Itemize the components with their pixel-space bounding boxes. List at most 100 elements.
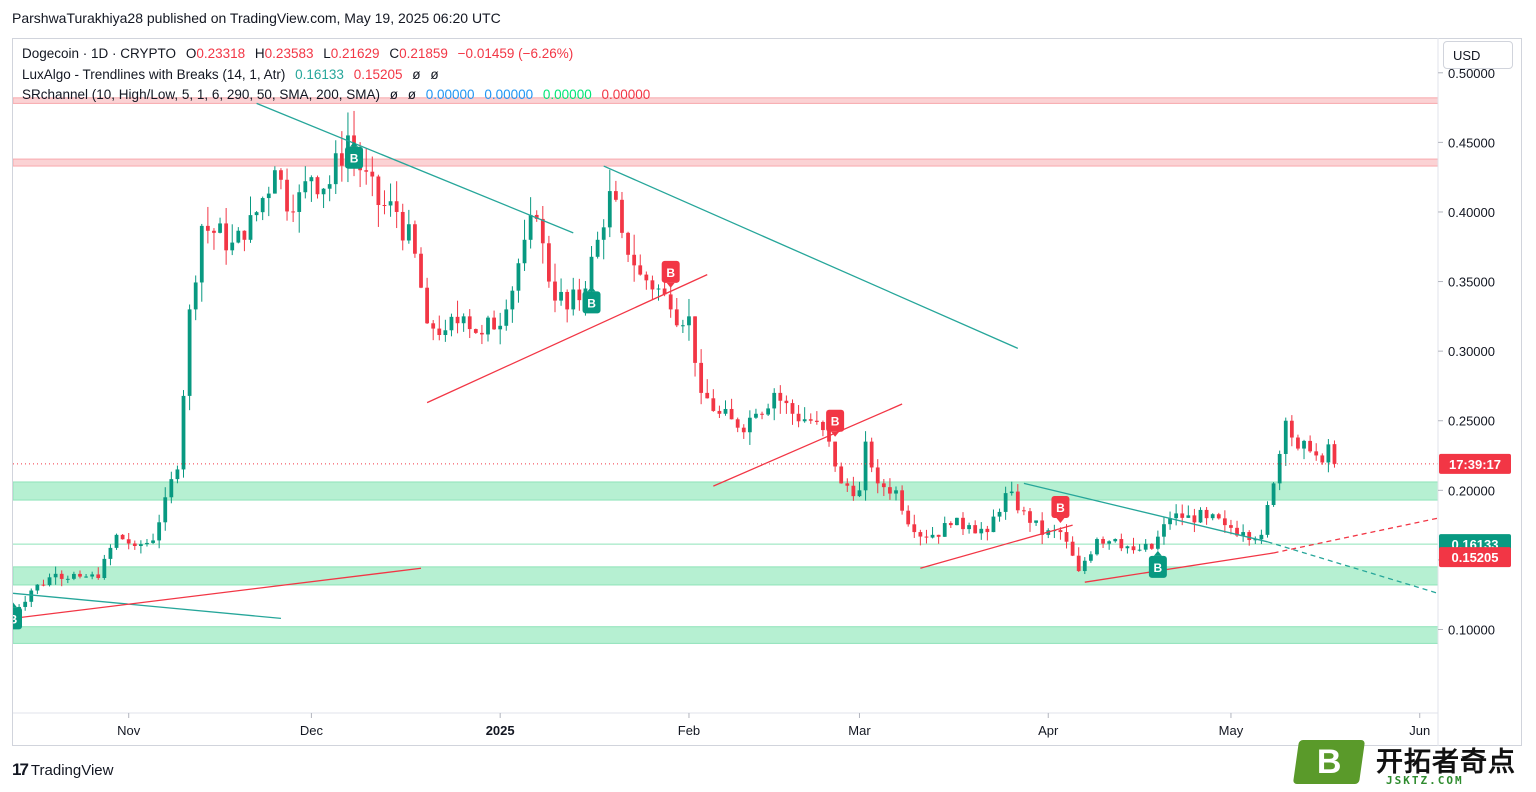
candle-body [668,294,673,310]
currency-button[interactable]: USD [1443,41,1513,69]
candle-body [717,410,722,414]
break-label-box [1051,496,1070,519]
candle [96,567,101,580]
candle-body [833,441,838,467]
candle-body [1174,513,1179,519]
candle [486,315,490,342]
price-tag-box [1439,547,1511,568]
candle [138,540,143,554]
candle [1174,504,1179,526]
sr-zone-4 [13,566,1438,586]
symbol-row[interactable]: Dogecoin · 1D · CRYPTO O0.23318 H0.23583… [22,44,650,65]
candle-body [1095,539,1099,555]
candle-body [1265,505,1270,535]
candle [406,209,411,244]
candle [607,169,612,238]
candle-body [784,400,789,404]
candle [760,411,764,420]
candle [735,417,740,433]
candle-body [163,497,168,523]
candle-body [516,263,521,291]
candle-body [175,469,180,480]
candle [455,300,460,334]
price-tag-text: 0.15205 [1452,550,1499,565]
candle-body [881,483,886,488]
candle [601,219,606,260]
x-tick-label: May [1219,723,1244,738]
candle-body [863,441,868,491]
candle [285,168,289,221]
candle [504,299,509,331]
candle [400,203,405,251]
candle-body [1131,546,1136,551]
candle [145,538,149,547]
indicator-luxalgo-na-2: ø [430,66,439,82]
candle-body [613,191,618,200]
candle-body [303,181,308,193]
candle-body [900,490,904,511]
candle [705,379,710,399]
candle-body [102,558,107,578]
candle-body [894,490,898,494]
candle-body [437,328,442,336]
candle [443,319,448,342]
low-value: 0.21629 [330,46,380,61]
candle-body [510,290,515,310]
candle-body [790,403,795,414]
candle [1003,486,1008,520]
candle [205,206,210,244]
candle-body [1015,491,1020,511]
candle-body [364,170,369,172]
candle-body [1271,483,1276,506]
candle-body [406,224,411,241]
candle-body [309,177,314,182]
close-value: 0.21859 [399,46,448,61]
candle-body [1034,520,1038,523]
chart-frame [12,38,1522,746]
trendline-1 [13,592,282,620]
candle [266,186,271,217]
candle-body [1247,532,1252,541]
candle [242,230,247,252]
candle [650,275,655,300]
indicator-srchannel-value-3: 0.00000 [542,87,592,102]
candle [41,579,46,587]
candle-body [1125,546,1130,549]
candle [626,231,630,263]
candle [729,398,734,420]
candle-body [821,421,825,431]
candle [1119,533,1124,552]
indicator-luxalgo-name: LuxAlgo - Trendlines with Breaks (14, 1,… [22,66,286,82]
candle [547,235,551,288]
y-tick-label: 0.40000 [1448,205,1495,220]
indicator-luxalgo-row[interactable]: LuxAlgo - Trendlines with Breaks (14, 1,… [22,65,650,86]
candle-body [595,239,600,257]
break-label-pointer [1153,550,1162,556]
candle [814,411,819,425]
indicator-srchannel-na-1: ø [389,87,398,102]
candle-body [236,230,241,243]
break-label-text: B [831,415,840,429]
candle [821,420,825,437]
candle [906,505,911,527]
candle-body [1210,514,1215,519]
tradingview-logo[interactable]: 17 TradingView [12,760,113,780]
candle-body [760,413,764,415]
candle [449,313,454,337]
candle [1155,530,1160,551]
candle-body [181,395,186,470]
candle-body [955,517,959,526]
candle [126,533,131,550]
candle [1058,527,1063,540]
candle [1052,524,1057,539]
candle [766,403,771,416]
indicator-srchannel-row[interactable]: SRchannel (10, High/Low, 5, 1, 6, 290, 5… [22,85,650,106]
sr-zone-1 [13,97,1438,104]
candle-body [53,573,58,578]
candle [1277,450,1282,491]
candle [187,304,192,411]
sr-zone-5 [13,626,1438,644]
plot-area: B B B B B B B [13,97,1438,644]
break-label-text: B [1154,561,1163,575]
